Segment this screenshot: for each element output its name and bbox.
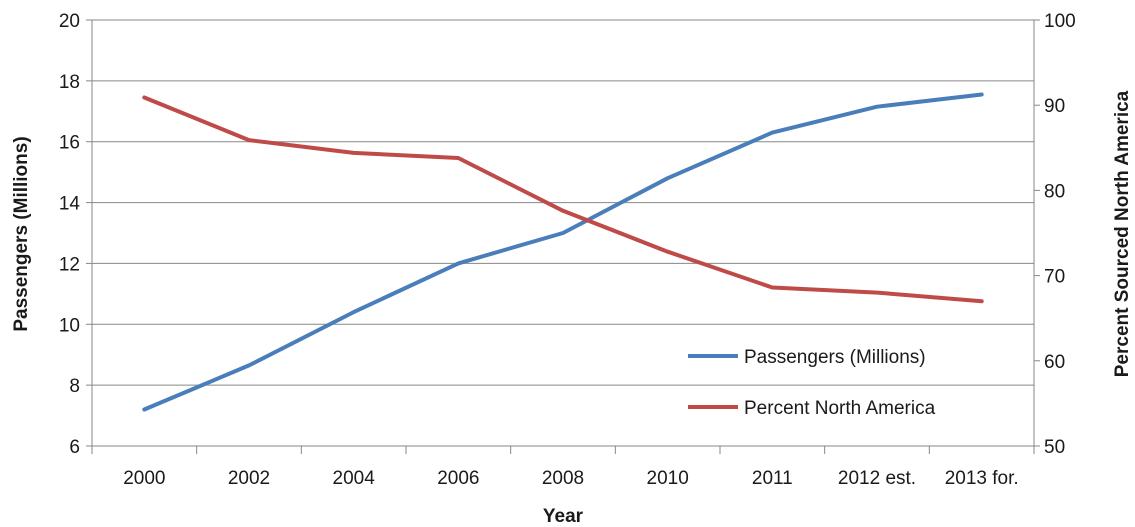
left-axis-tick-labels: 6 8 10 12 14 16 18 20 <box>59 11 81 458</box>
axes <box>86 19 1040 454</box>
x-axis-tick-labels: 2000 2002 2004 2006 2008 2010 2011 2012 est. 201… <box>123 468 1018 489</box>
series-lines <box>142 92 984 412</box>
right-tick-label-80: 80 <box>1044 181 1065 202</box>
x-tick-label-3: 2006 <box>437 468 479 489</box>
right-tick-label-90: 90 <box>1044 96 1065 117</box>
x-tick-label-0: 2000 <box>123 468 165 489</box>
x-tick-label-7: 2012 est. <box>838 468 916 489</box>
right-tick-label-100: 100 <box>1044 11 1076 32</box>
right-axis-title: Percent Sourced North America <box>1112 90 1133 377</box>
left-tick-label-8: 8 <box>69 376 80 397</box>
legend-label-1: Percent North America <box>744 398 936 419</box>
series-line-passengers <box>142 92 984 412</box>
series-line-percent-north-america <box>142 95 984 304</box>
x-tick-label-5: 2010 <box>647 468 689 489</box>
gridlines <box>92 19 1034 386</box>
left-tick-label-6: 6 <box>69 437 80 458</box>
legend-label-0: Passengers (Millions) <box>744 347 926 368</box>
x-tick-label-1: 2002 <box>228 468 270 489</box>
legend: Passengers (Millions) Percent North Ameri… <box>688 347 936 419</box>
left-tick-label-10: 10 <box>59 315 80 336</box>
x-tick-label-8: 2013 for. <box>945 468 1019 489</box>
left-tick-label-16: 16 <box>59 133 80 154</box>
left-tick-label-18: 18 <box>59 72 80 93</box>
left-tick-label-20: 20 <box>59 11 80 32</box>
right-tick-label-50: 50 <box>1044 437 1065 458</box>
left-tick-label-12: 12 <box>59 254 80 275</box>
right-tick-label-60: 60 <box>1044 352 1065 373</box>
left-tick-label-14: 14 <box>59 194 81 215</box>
left-axis-title: Passengers (Millions) <box>11 136 32 331</box>
x-axis-title: Year <box>543 506 584 527</box>
right-tick-label-70: 70 <box>1044 267 1065 288</box>
x-tick-label-4: 2008 <box>542 468 584 489</box>
x-tick-label-6: 2011 <box>752 468 793 489</box>
x-tick-label-2: 2004 <box>333 468 376 489</box>
right-axis-tick-labels: 50 60 70 80 90 100 <box>1044 11 1076 458</box>
